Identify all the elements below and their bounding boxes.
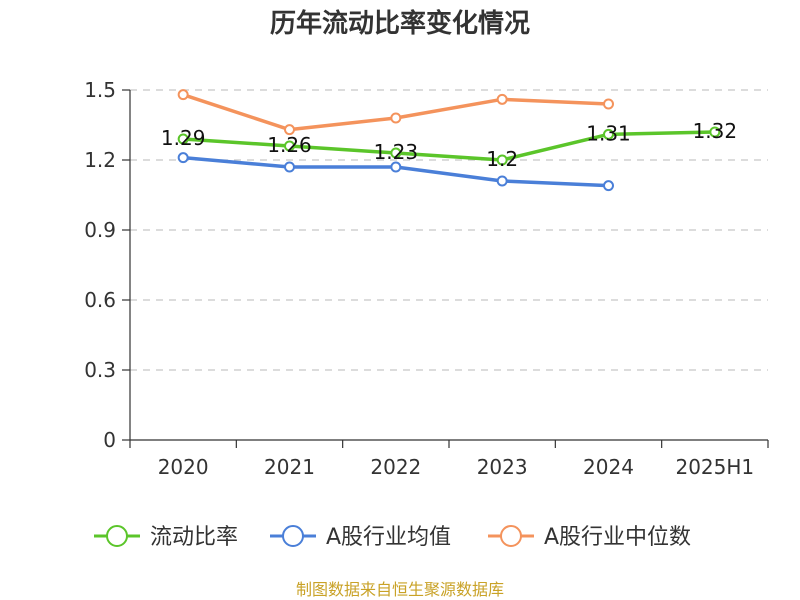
y-tick-label: 1.5: [84, 78, 116, 102]
series-line: [183, 130, 715, 162]
y-tick-label: 0: [103, 428, 116, 452]
data-point: [603, 128, 614, 140]
x-tick-label: 2022: [370, 455, 421, 479]
data-point: [496, 93, 508, 105]
data-point: [284, 140, 295, 152]
legend-label: A股行业中位数: [544, 525, 691, 550]
legend-label: A股行业均值: [326, 525, 451, 550]
data-label: 1.2: [486, 147, 518, 171]
data-point: [284, 161, 295, 173]
legend: 流动比率 A股行业均值 A股行业中位数: [94, 525, 691, 550]
data-point: [603, 180, 614, 192]
series-line: [182, 93, 609, 132]
x-axis-ticks: 2020 2021 2022 2023 2024 2025H1: [129, 440, 769, 479]
legend-label: 流动比率: [150, 525, 238, 550]
x-tick-label: 2024: [583, 455, 634, 479]
y-tick-label: 0.3: [84, 358, 116, 382]
data-point: [177, 133, 189, 145]
data-label: 1.32: [693, 119, 738, 143]
data-point: [284, 124, 295, 136]
data-label: 1.26: [267, 133, 312, 157]
data-point: [496, 175, 508, 187]
x-tick-label: 2020: [158, 455, 209, 479]
legend-marker: [282, 525, 304, 547]
y-tick-label: 1.2: [84, 148, 116, 172]
series-group: [177, 89, 721, 192]
data-point: [390, 147, 402, 159]
legend-marker: [106, 525, 128, 547]
grid-lines: [130, 89, 768, 371]
data-point: [390, 161, 402, 173]
legend-marker: [500, 525, 522, 547]
legend-item: A股行业中位数: [488, 525, 691, 550]
data-point: [177, 89, 189, 101]
data-point: [177, 152, 189, 164]
x-tick-label: 2023: [477, 455, 528, 479]
legend-item: 流动比率: [94, 525, 238, 550]
legend-item: A股行业均值: [270, 525, 451, 550]
data-label: 1.23: [374, 140, 419, 164]
data-labels: 1.29 1.26 1.23 1.2 1.31 1.32: [161, 119, 737, 171]
y-tick-label: 0.6: [84, 288, 116, 312]
data-label: 1.31: [586, 121, 631, 145]
data-label: 1.29: [161, 126, 206, 150]
data-point: [390, 112, 402, 124]
y-axis-ticks: 0 0.3 0.6 0.9 1.2 1.5: [84, 78, 130, 452]
x-tick-label: 2025H1: [675, 455, 754, 479]
data-point: [603, 98, 614, 110]
data-point: [709, 126, 721, 138]
chart-title: 历年流动比率变化情况: [270, 8, 530, 39]
data-point: [496, 154, 508, 166]
y-tick-label: 0.9: [84, 218, 116, 242]
x-tick-label: 2021: [264, 455, 315, 479]
source-note: 制图数据来自恒生聚源数据库: [296, 580, 504, 599]
